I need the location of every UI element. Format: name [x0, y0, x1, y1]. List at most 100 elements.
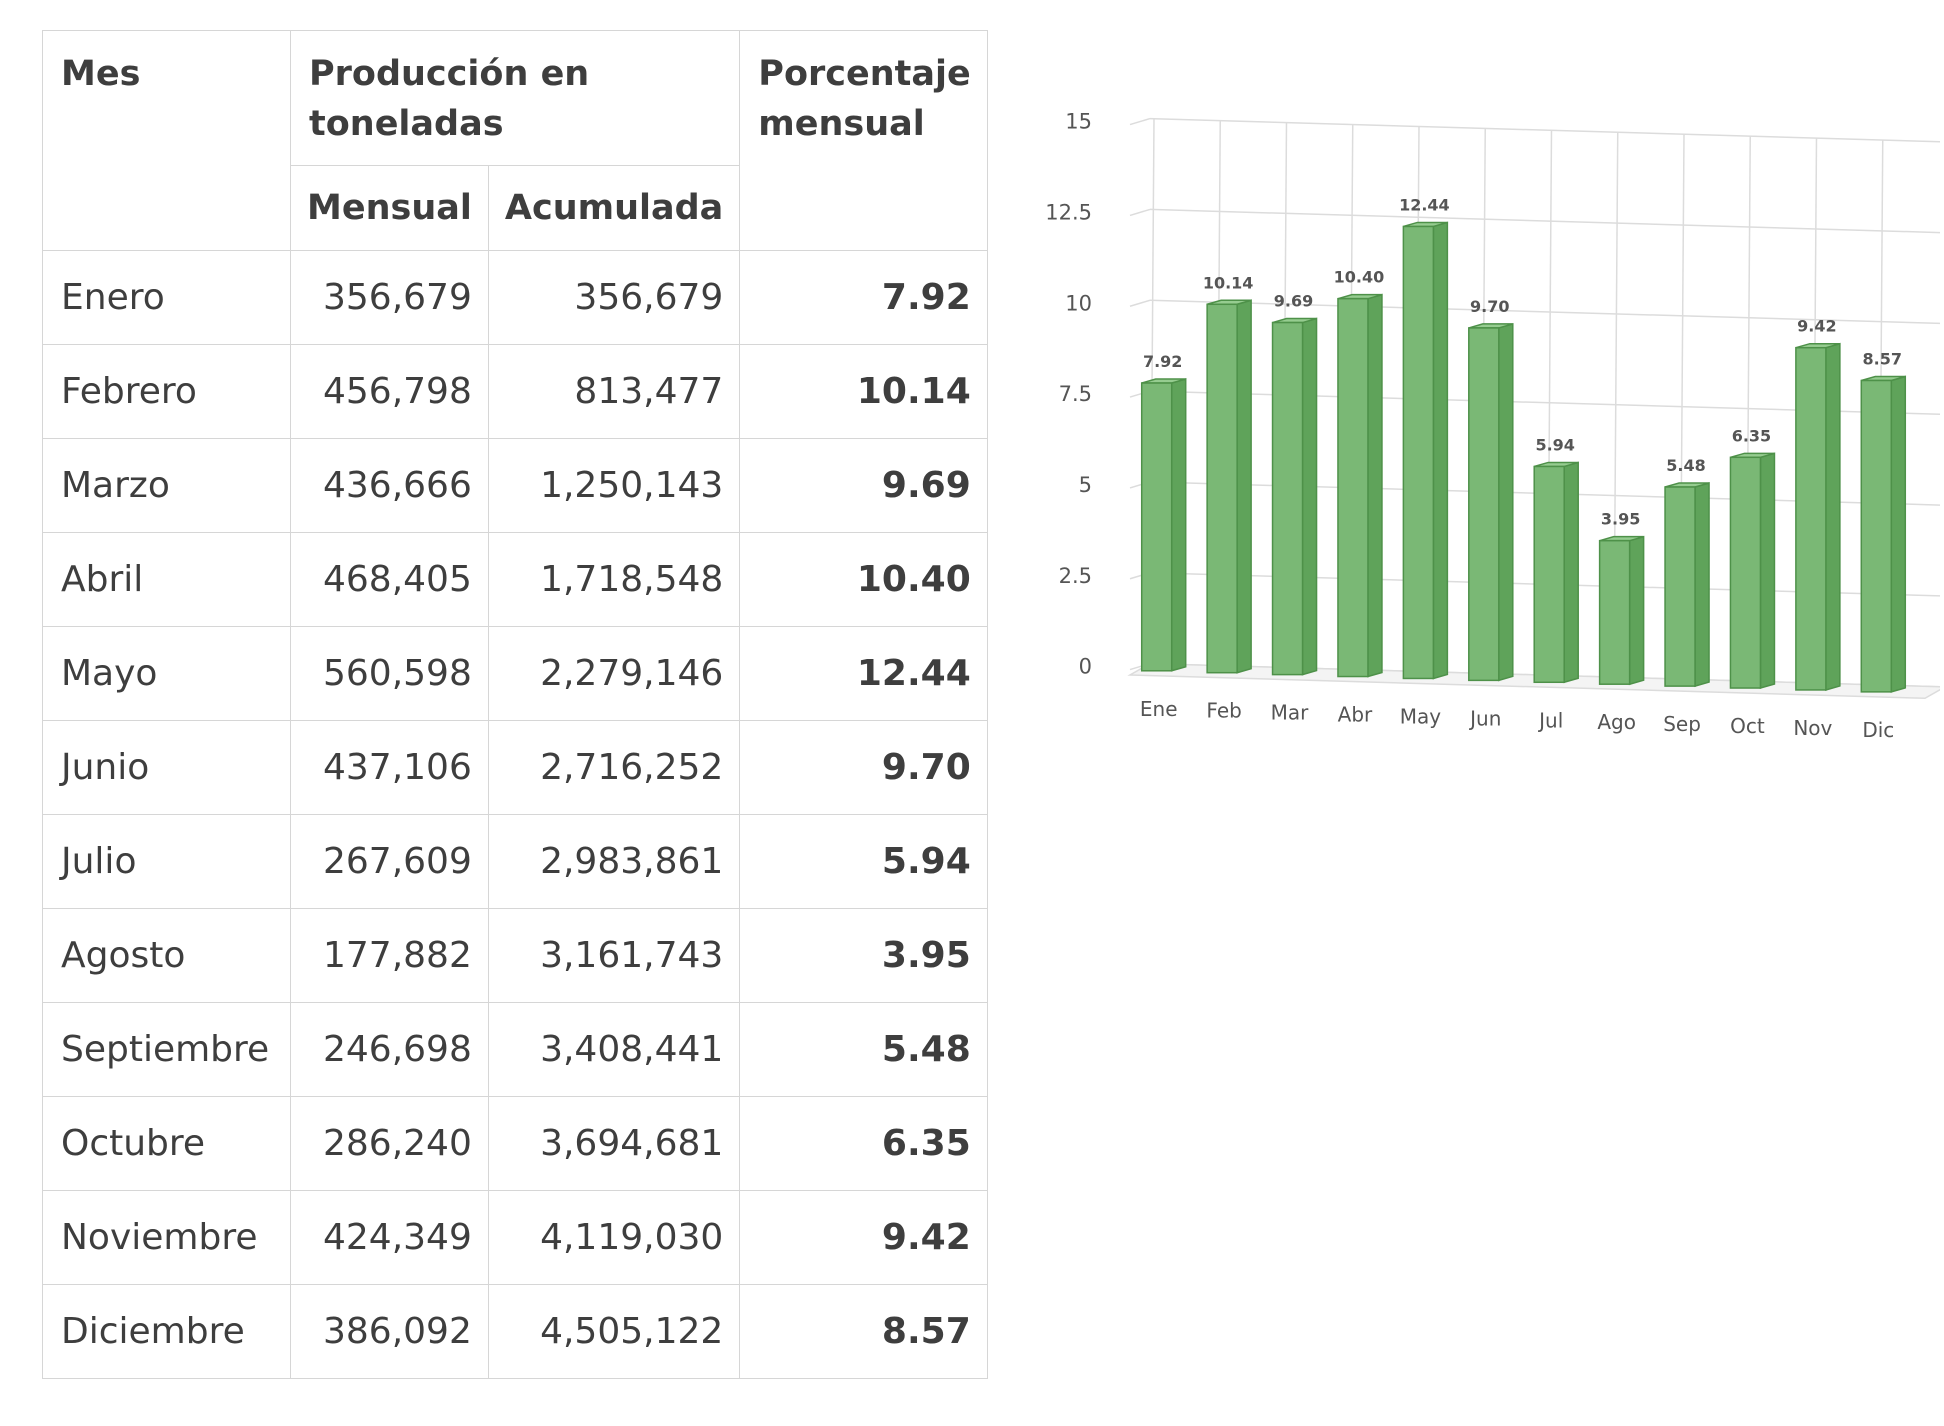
x-tick-label: Sep [1663, 712, 1701, 736]
gridline [1149, 117, 1940, 143]
cell-acumulada: 4,119,030 [487, 1190, 741, 1285]
cell-porcentaje: 5.48 [739, 1002, 988, 1097]
table-row: Septiembre 246,698 3,408,441 5.48 [42, 1002, 988, 1097]
data-label: 9.69 [1274, 292, 1313, 311]
data-label: 5.48 [1666, 456, 1705, 475]
bar [1860, 379, 1893, 693]
bar [1795, 346, 1827, 691]
cell-porcentaje: 9.69 [739, 438, 988, 533]
bar [1729, 456, 1762, 689]
bar-side [1563, 461, 1579, 684]
cell-mes: Agosto [42, 908, 291, 1003]
gridline [1149, 208, 1940, 234]
cell-mensual: 456,798 [290, 344, 489, 439]
table-row: Abril 468,405 1,718,548 10.40 [42, 532, 988, 627]
cell-mes: Diciembre [42, 1284, 291, 1379]
cell-mensual: 286,240 [290, 1096, 489, 1191]
bar [1468, 327, 1500, 682]
cell-porcentaje: 9.70 [739, 720, 988, 815]
data-label: 12.44 [1399, 195, 1450, 214]
cell-mes: Julio [42, 814, 291, 909]
cell-mensual: 436,666 [290, 438, 489, 533]
cell-acumulada: 1,250,143 [487, 438, 741, 533]
x-tick-label: Jun [1468, 706, 1501, 730]
cell-mes: Junio [42, 720, 291, 815]
cell-mes: Febrero [42, 344, 291, 439]
y-tick-label: 0 [1079, 655, 1092, 679]
data-label: 5.94 [1535, 435, 1574, 454]
cell-porcentaje: 9.42 [739, 1190, 988, 1285]
cell-porcentaje: 6.35 [739, 1096, 988, 1191]
data-label: 9.42 [1797, 317, 1836, 336]
bar [1533, 465, 1565, 684]
cell-porcentaje: 7.92 [739, 250, 988, 345]
cell-mensual: 177,882 [290, 908, 489, 1003]
bar [1598, 539, 1631, 685]
bar-side [1628, 535, 1645, 686]
header-porcentaje: Porcentaje mensual [739, 30, 988, 251]
table-row: Julio 267,609 2,983,861 5.94 [42, 814, 988, 909]
bar-side [1236, 299, 1252, 674]
cell-mes: Octubre [42, 1096, 291, 1191]
cell-acumulada: 2,716,252 [487, 720, 741, 815]
x-tick-label: Ago [1597, 710, 1636, 734]
gridline-side [1129, 299, 1151, 307]
table-row: Febrero 456,798 813,477 10.14 [42, 344, 988, 439]
x-tick-label: Feb [1206, 699, 1241, 723]
bar-side [1367, 293, 1383, 678]
cell-mensual: 386,092 [290, 1284, 489, 1379]
bar [1402, 225, 1435, 680]
y-tick-label: 5 [1079, 473, 1092, 497]
cell-acumulada: 356,679 [487, 250, 741, 345]
cell-mensual: 356,679 [290, 250, 489, 345]
bar-chart: 0 2.5 5 7.5 10 12.5 15 7.92 Ene 10.14 Feb 9.69 Mar 10… [1045, 110, 1940, 742]
table-row: Agosto 177,882 3,161,743 3.95 [42, 908, 988, 1003]
x-tick-label: Mar [1271, 701, 1310, 725]
cell-mes: Enero [42, 250, 291, 345]
data-label: 7.92 [1143, 352, 1182, 371]
cell-mensual: 468,405 [290, 532, 489, 627]
cell-mes: Mayo [42, 626, 291, 721]
y-tick-label: 10 [1065, 291, 1092, 315]
x-tick-label: Nov [1793, 716, 1832, 740]
gridline [1149, 299, 1940, 325]
header-mes: Mes [42, 30, 291, 251]
cell-porcentaje: 5.94 [739, 814, 988, 909]
bar [1140, 382, 1173, 672]
cell-mensual: 246,698 [290, 1002, 489, 1097]
bar [1206, 303, 1238, 674]
cell-mensual: 560,598 [290, 626, 489, 721]
x-tick-label: Ene [1140, 697, 1178, 721]
y-tick-label: 12.5 [1045, 200, 1092, 224]
header-produccion: Producción en toneladas [289, 30, 741, 166]
cell-porcentaje: 8.57 [739, 1284, 988, 1379]
data-label: 8.57 [1863, 349, 1902, 368]
table-row: Marzo 436,666 1,250,143 9.69 [42, 438, 988, 533]
production-table: Mes Producción en toneladas Porcentaje m… [42, 30, 988, 1379]
table-row: Junio 437,106 2,716,252 9.70 [42, 720, 988, 815]
y-tick-label: 7.5 [1059, 382, 1092, 406]
bar-side [1694, 482, 1710, 688]
cell-acumulada: 3,408,441 [487, 1002, 741, 1097]
x-tick-label: Oct [1730, 714, 1765, 738]
cell-acumulada: 4,505,122 [487, 1284, 741, 1379]
bar-side [1890, 375, 1907, 693]
bar-side [1301, 317, 1318, 676]
cell-mensual: 424,349 [290, 1190, 489, 1285]
y-tick-label: 15 [1065, 110, 1092, 134]
cell-acumulada: 2,279,146 [487, 626, 741, 721]
bar-side [1825, 342, 1841, 691]
y-tick-label: 2.5 [1059, 564, 1092, 588]
cell-porcentaje: 10.14 [739, 344, 988, 439]
gridline-side [1129, 117, 1151, 126]
x-tick-label: Dic [1862, 718, 1894, 742]
gridline-side [1129, 208, 1151, 217]
cell-porcentaje: 12.44 [739, 626, 988, 721]
table-row: Enero 356,679 356,679 7.92 [42, 250, 988, 345]
x-tick-label: Abr [1338, 703, 1373, 727]
table-row: Noviembre 424,349 4,119,030 9.42 [42, 1190, 988, 1285]
cell-acumulada: 3,694,681 [487, 1096, 741, 1191]
table-row: Diciembre 386,092 4,505,122 8.57 [42, 1284, 988, 1379]
x-tick-label: Jul [1537, 708, 1563, 732]
cell-acumulada: 2,983,861 [487, 814, 741, 909]
